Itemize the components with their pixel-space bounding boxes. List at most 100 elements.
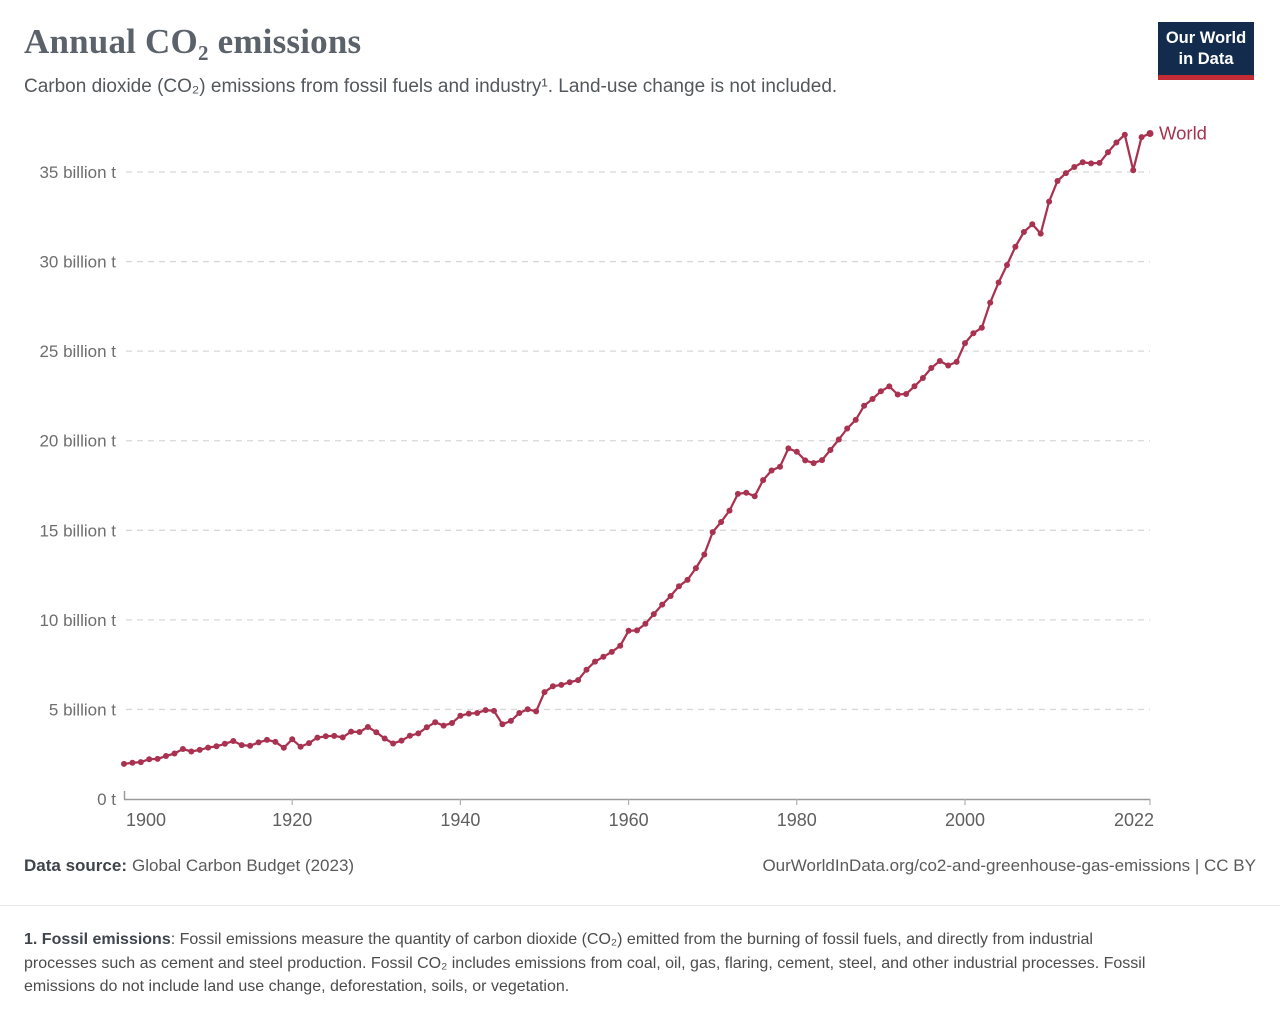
data-point[interactable] (962, 340, 968, 347)
data-point[interactable] (205, 744, 212, 751)
data-point[interactable] (339, 734, 346, 741)
data-point[interactable] (684, 576, 691, 583)
data-point[interactable] (129, 759, 136, 766)
data-point[interactable] (449, 720, 455, 726)
data-point[interactable] (987, 299, 994, 306)
data-point[interactable] (482, 707, 489, 714)
data-point[interactable] (760, 477, 767, 484)
data-point[interactable] (1029, 221, 1036, 228)
data-point[interactable] (592, 658, 598, 665)
series-label[interactable]: World (1159, 122, 1207, 143)
data-point[interactable] (810, 460, 817, 467)
data-point[interactable] (171, 750, 178, 757)
data-point[interactable] (936, 358, 943, 364)
data-point[interactable] (642, 620, 649, 627)
data-point[interactable] (1138, 134, 1145, 141)
data-point[interactable] (802, 457, 809, 464)
data-point[interactable] (491, 707, 497, 714)
data-point[interactable] (423, 724, 430, 731)
data-point[interactable] (903, 391, 910, 397)
data-point[interactable] (743, 489, 750, 496)
data-point[interactable] (1071, 164, 1078, 170)
data-point[interactable] (886, 383, 893, 390)
data-point[interactable] (978, 324, 985, 331)
data-point[interactable] (777, 463, 783, 470)
data-point[interactable] (255, 739, 262, 746)
data-point[interactable] (474, 710, 481, 716)
data-point[interactable] (566, 679, 573, 686)
data-point[interactable] (381, 735, 388, 742)
data-point[interactable] (331, 732, 338, 739)
owid-logo[interactable]: Our World in Data (1158, 22, 1254, 80)
data-point[interactable] (280, 744, 287, 751)
data-point[interactable] (348, 728, 355, 735)
data-point[interactable] (415, 730, 422, 737)
data-point[interactable] (734, 490, 741, 497)
data-point[interactable] (289, 736, 296, 743)
data-point[interactable] (373, 729, 380, 736)
data-point[interactable] (995, 279, 1002, 286)
data-point[interactable] (247, 742, 254, 749)
data-point[interactable] (356, 729, 363, 735)
data-point[interactable] (541, 689, 548, 696)
data-point[interactable] (625, 627, 632, 634)
data-point[interactable] (583, 666, 590, 673)
data-point[interactable] (575, 677, 582, 684)
data-point[interactable] (507, 717, 514, 724)
citation-link[interactable]: OurWorldInData.org/co2-and-greenhouse-ga… (762, 856, 1256, 875)
data-point[interactable] (499, 721, 506, 728)
data-point[interactable] (264, 736, 270, 743)
chart-plot-area[interactable]: 0 t 5 billion t 10 billion t 15 billion t 20… (0, 0, 1280, 850)
data-point[interactable] (238, 742, 245, 749)
data-point[interactable] (1004, 262, 1010, 268)
data-point[interactable] (692, 565, 699, 572)
data-point[interactable] (558, 681, 565, 688)
data-point[interactable] (1105, 149, 1111, 156)
data-point[interactable] (709, 529, 716, 536)
data-point[interactable] (163, 753, 169, 759)
data-point[interactable] (1121, 131, 1128, 138)
data-point[interactable] (1046, 198, 1053, 205)
data-point[interactable] (457, 712, 464, 719)
data-point[interactable] (667, 593, 674, 599)
data-point[interactable] (432, 719, 439, 726)
data-point[interactable] (793, 448, 800, 455)
data-point[interactable] (608, 648, 615, 655)
data-point[interactable] (1113, 139, 1120, 146)
data-point[interactable] (844, 425, 851, 432)
data-point[interactable] (911, 383, 918, 390)
data-point[interactable] (390, 740, 397, 747)
data-point[interactable] (1054, 178, 1061, 184)
data-point[interactable] (179, 746, 186, 752)
data-point[interactable] (146, 756, 153, 763)
data-point[interactable] (928, 365, 935, 371)
data-point[interactable] (1037, 230, 1044, 237)
data-point[interactable] (919, 375, 926, 381)
world-series-line[interactable] (122, 132, 1152, 766)
data-point[interactable] (549, 683, 556, 690)
data-point[interactable] (869, 396, 876, 402)
data-point[interactable] (600, 653, 607, 660)
data-point[interactable] (196, 746, 203, 753)
data-point[interactable] (1012, 243, 1019, 250)
data-point[interactable] (1079, 159, 1086, 166)
data-point[interactable] (785, 445, 792, 452)
data-point[interactable] (221, 740, 228, 747)
data-point[interactable] (154, 755, 161, 762)
data-point[interactable] (440, 722, 447, 729)
data-point[interactable] (398, 737, 405, 744)
data-point[interactable] (861, 402, 868, 409)
data-point[interactable] (768, 467, 775, 474)
data-point[interactable] (827, 447, 834, 453)
data-point[interactable] (852, 416, 859, 423)
data-point[interactable] (701, 551, 708, 558)
data-point[interactable] (1130, 167, 1137, 174)
data-point[interactable] (230, 738, 237, 744)
data-point[interactable] (188, 748, 195, 755)
data-point[interactable] (650, 611, 657, 618)
data-point[interactable] (953, 358, 960, 365)
data-point[interactable] (617, 642, 624, 649)
data-point[interactable] (516, 710, 523, 716)
data-point[interactable] (634, 627, 640, 634)
data-point[interactable] (314, 734, 321, 741)
